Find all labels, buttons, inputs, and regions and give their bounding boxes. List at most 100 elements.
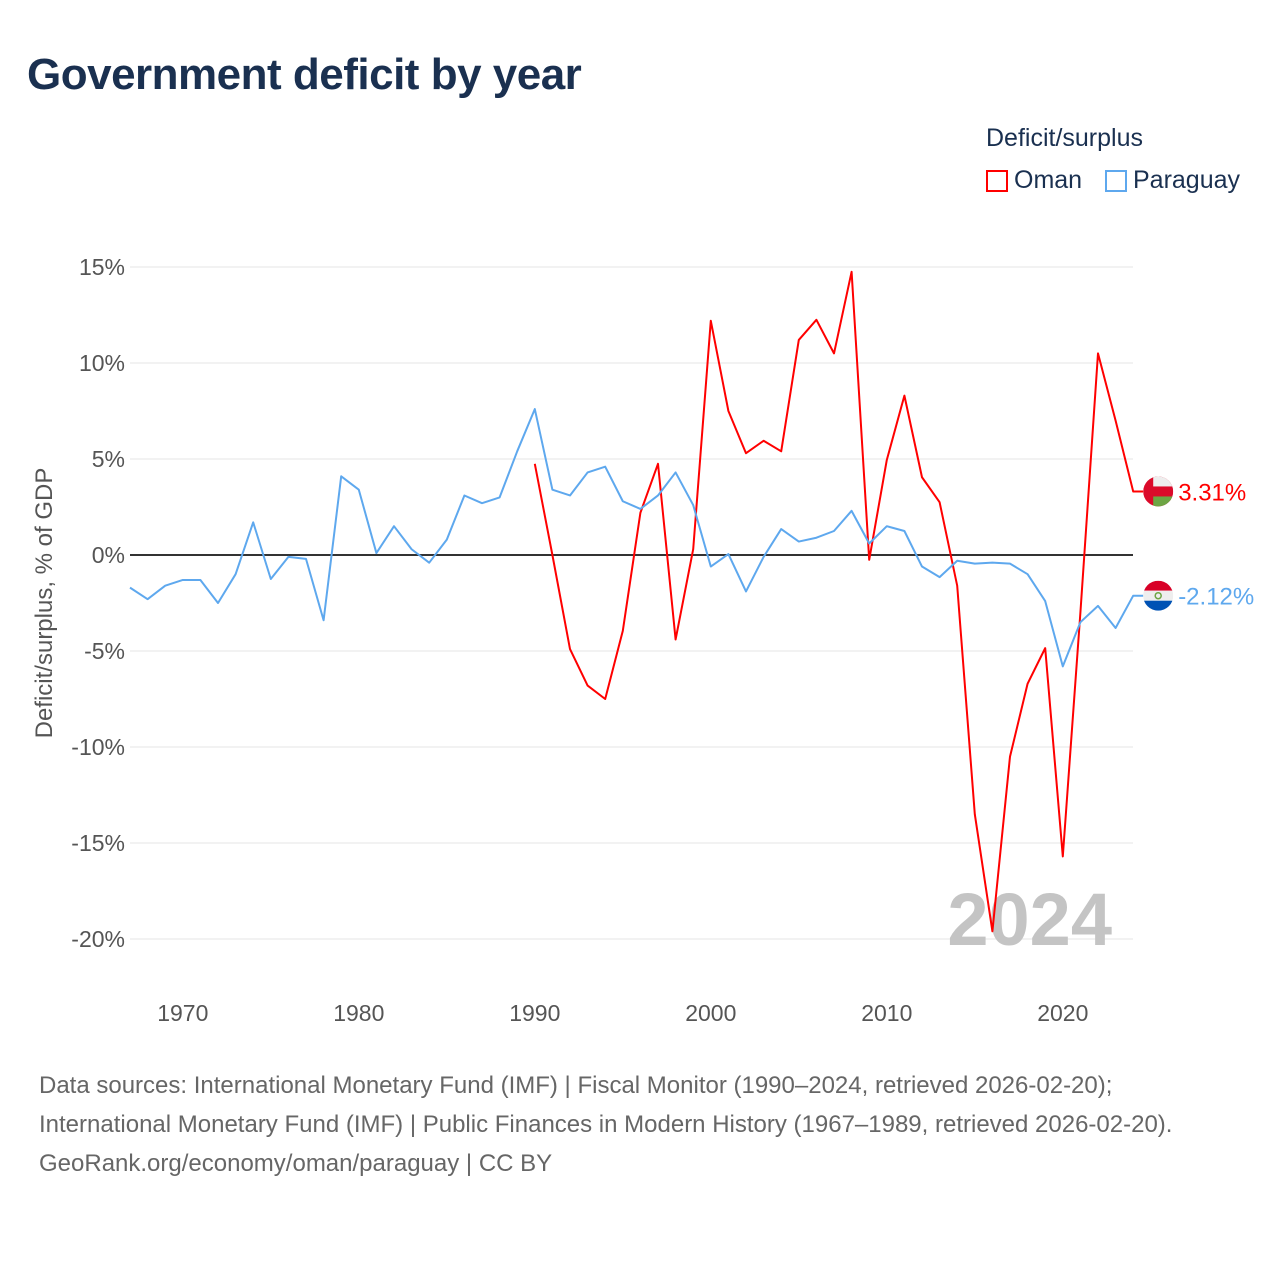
data-point <box>162 583 168 589</box>
legend-label: Oman <box>1014 166 1083 194</box>
data-point <box>1060 663 1066 669</box>
data-point <box>743 450 749 456</box>
legend-title: Deficit/surplus <box>986 124 1143 152</box>
data-point <box>620 498 626 504</box>
data-point <box>585 683 591 689</box>
data-point <box>1042 598 1048 604</box>
data-point <box>426 560 432 566</box>
y-tick-label: -5% <box>84 638 125 664</box>
data-point <box>813 317 819 323</box>
data-point <box>690 502 696 508</box>
data-point <box>620 628 626 634</box>
data-point <box>1130 593 1136 599</box>
series-line-paraguay <box>129 408 1144 668</box>
data-point <box>655 461 661 467</box>
line-chart: 15% 10% 5% 0% -5% -10% -15% -20% 1970 1980 1990 200… <box>31 254 1254 1026</box>
data-point <box>778 526 784 532</box>
data-point <box>514 448 520 454</box>
data-point <box>1113 418 1119 424</box>
data-point <box>849 508 855 514</box>
legend-label: Paraguay <box>1133 166 1241 194</box>
data-point <box>391 523 397 529</box>
x-tick-label: 1990 <box>509 1000 560 1026</box>
data-point <box>145 596 151 602</box>
y-tick-label: 15% <box>79 254 125 280</box>
data-point <box>532 461 538 467</box>
data-point <box>1025 681 1031 687</box>
data-point <box>725 408 731 414</box>
data-point <box>215 600 221 606</box>
data-point <box>866 540 872 546</box>
data-point <box>461 492 467 498</box>
legend-item-paraguay[interactable]: Paraguay <box>1105 166 1240 195</box>
data-point <box>250 519 256 525</box>
data-point <box>444 537 450 543</box>
data-point <box>743 588 749 594</box>
legend-item-oman[interactable]: Oman <box>986 166 1082 195</box>
data-point <box>673 636 679 642</box>
y-tick-label: -20% <box>71 926 125 952</box>
data-point <box>1095 603 1101 609</box>
data-point <box>585 469 591 475</box>
legend-swatch-paraguay <box>1105 169 1127 192</box>
data-point <box>1077 610 1083 616</box>
end-value-label-oman: 3.31% <box>1178 479 1246 506</box>
data-point <box>901 528 907 534</box>
data-point <box>708 564 714 570</box>
y-tick-label: 5% <box>92 446 125 472</box>
data-point <box>796 337 802 343</box>
data-point <box>338 473 344 479</box>
data-point <box>725 551 731 557</box>
data-point <box>602 696 608 702</box>
y-tick-label: -10% <box>71 734 125 760</box>
data-point <box>1042 645 1048 651</box>
data-sources: Data sources: International Monetary Fun… <box>39 1072 1173 1138</box>
data-point <box>409 546 415 552</box>
data-point <box>549 487 555 493</box>
oman-flag-icon <box>1143 476 1174 507</box>
data-point <box>937 499 943 505</box>
data-point <box>884 457 890 463</box>
data-point <box>761 554 767 560</box>
data-point <box>919 564 925 570</box>
data-point <box>954 583 960 589</box>
chart-title: Government deficit by year <box>27 50 582 99</box>
data-point <box>989 560 995 566</box>
data-point <box>778 448 784 454</box>
y-tick-label: 10% <box>79 350 125 376</box>
data-point <box>321 617 327 623</box>
data-point <box>989 928 995 934</box>
year-watermark: 2024 <box>947 878 1112 961</box>
data-point <box>972 561 978 567</box>
data-point <box>1130 488 1136 494</box>
data-point <box>1077 619 1083 625</box>
data-point <box>637 506 643 512</box>
data-point <box>796 539 802 545</box>
data-point <box>655 492 661 498</box>
data-point <box>937 574 943 580</box>
data-point <box>233 571 239 577</box>
y-tick-label: -15% <box>71 830 125 856</box>
data-point <box>303 556 309 562</box>
data-point <box>1060 853 1066 859</box>
data-point <box>127 585 133 591</box>
data-point <box>831 350 837 356</box>
data-point <box>813 535 819 541</box>
data-point <box>1025 571 1031 577</box>
data-point <box>567 646 573 652</box>
data-point <box>1113 625 1119 631</box>
data-point <box>602 464 608 470</box>
end-value-label-paraguay: -2.12% <box>1178 584 1254 611</box>
data-point <box>1007 561 1013 567</box>
data-point <box>849 269 855 275</box>
data-point <box>285 554 291 560</box>
credit-link[interactable]: GeoRank.org/economy/oman/paraguay | CC B… <box>39 1150 553 1177</box>
data-point <box>197 577 203 583</box>
y-tick-label: 0% <box>92 542 125 568</box>
data-point <box>567 492 573 498</box>
data-point <box>180 577 186 583</box>
data-point <box>268 576 274 582</box>
footer: Data sources: International Monetary Fun… <box>39 1066 1239 1183</box>
data-point <box>761 438 767 444</box>
data-point <box>866 557 872 563</box>
